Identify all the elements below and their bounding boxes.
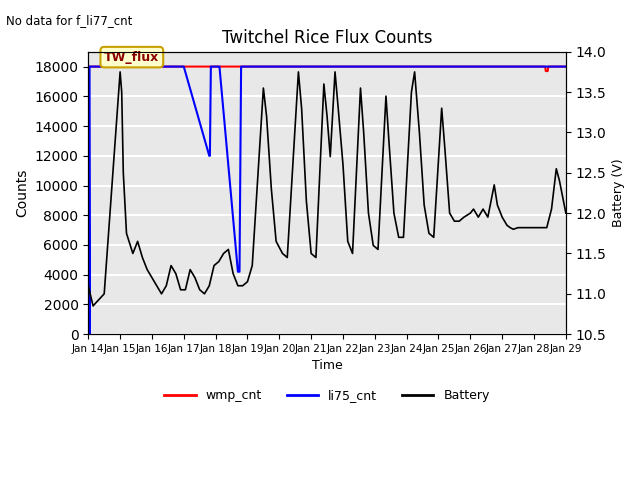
Text: TW_flux: TW_flux bbox=[104, 50, 159, 64]
Text: No data for f_li77_cnt: No data for f_li77_cnt bbox=[6, 14, 132, 27]
Y-axis label: Battery (V): Battery (V) bbox=[612, 158, 625, 227]
Title: Twitchel Rice Flux Counts: Twitchel Rice Flux Counts bbox=[222, 29, 432, 48]
X-axis label: Time: Time bbox=[312, 360, 342, 372]
Legend: wmp_cnt, li75_cnt, Battery: wmp_cnt, li75_cnt, Battery bbox=[159, 384, 495, 407]
Y-axis label: Counts: Counts bbox=[15, 169, 29, 217]
